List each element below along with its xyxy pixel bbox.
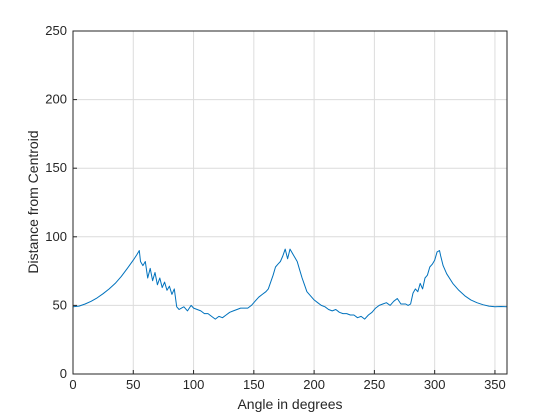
y-tick-label: 0 [60,366,67,381]
x-tick-label: 50 [126,377,140,392]
x-tick-label: 150 [243,377,265,392]
axes-frame [72,30,508,375]
x-tick-label: 100 [183,377,205,392]
x-tick-label: 300 [424,377,446,392]
y-tick-label: 100 [45,229,67,244]
x-tick-label: 250 [364,377,386,392]
y-tick-label: 50 [53,297,67,312]
axes-box [72,30,508,375]
y-axis-ticks: 0 50 100 150 200 250 [45,23,77,381]
plot-area [73,31,507,374]
x-tick-label: 200 [303,377,325,392]
x-axis-ticks: 0 50 100 150 200 250 300 350 [69,370,506,392]
y-tick-label: 250 [45,23,67,38]
y-axis-label: Distance from Centroid [25,130,41,273]
y-tick-label: 150 [45,160,67,175]
y-tick-label: 200 [45,92,67,107]
series-layer [72,248,508,320]
grid-lines [73,30,507,374]
series-line [72,248,508,320]
x-tick-label: 0 [69,377,76,392]
x-axis-label: Angle in degrees [237,396,342,412]
x-tick-label: 350 [484,377,506,392]
